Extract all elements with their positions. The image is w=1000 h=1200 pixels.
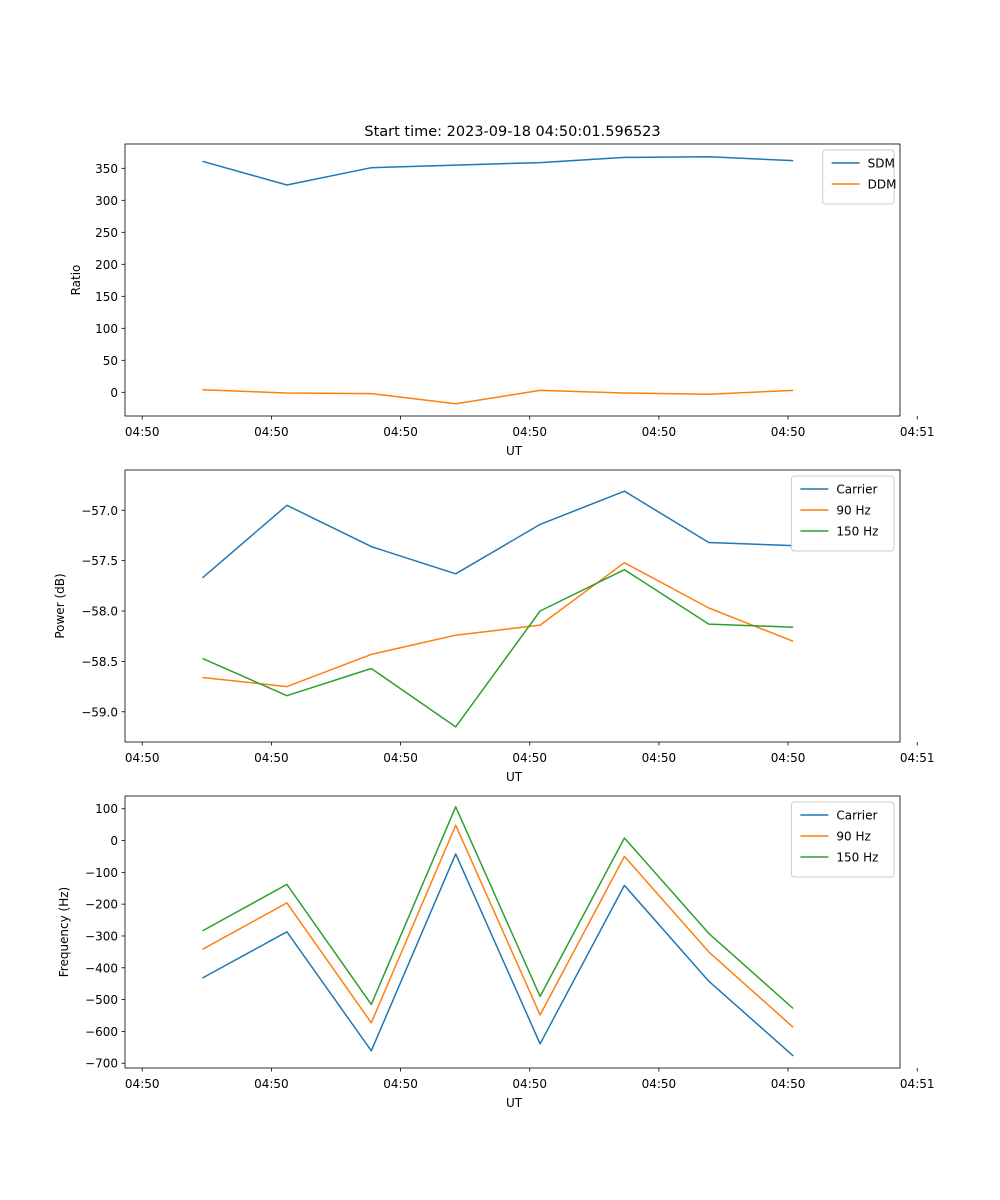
ratio-y-tick-label: 250 — [95, 226, 118, 240]
frequency-legend: Carrier 90 Hz 150 Hz — [790, 801, 895, 878]
ratio-x-tick-label: 04:50 — [642, 425, 677, 439]
power-x-tick-label: 04:51 — [900, 751, 935, 765]
power-series-carrier-line — [202, 490, 794, 579]
frequency-legend-box — [790, 801, 895, 878]
frequency-x-tick-label: 04:50 — [642, 1077, 677, 1091]
power-legend: Carrier 90 Hz 150 Hz — [790, 475, 895, 552]
power-y-tick-label: −59.0 — [81, 705, 118, 719]
ratio-legend-label: SDM — [868, 157, 895, 171]
frequency-series-carrier-line — [202, 853, 794, 1057]
frequency-legend-label: Carrier — [836, 809, 877, 823]
power-legend-box — [790, 475, 895, 552]
power-series-90-hz-line — [202, 561, 794, 688]
power-legend-label: 150 Hz — [836, 525, 878, 539]
ratio-y-tick-label: 200 — [95, 258, 118, 272]
power-y-axis-label: Power (dB) — [53, 573, 67, 638]
frequency-y-tick-label: 0 — [110, 834, 118, 848]
ratio-x-tick-label: 04:50 — [383, 425, 418, 439]
power-y-tick-label: −57.0 — [81, 504, 118, 518]
power-x-tick-label: 04:50 — [771, 751, 806, 765]
frequency-y-tick-label: −300 — [85, 929, 118, 943]
ratio-x-tick-label: 04:50 — [125, 425, 160, 439]
ratio-series-ddm-line — [202, 389, 794, 405]
ratio-x-tick-label: 04:51 — [900, 425, 935, 439]
ratio-y-tick-label: 300 — [95, 194, 118, 208]
power-x-tick-label: 04:50 — [254, 751, 289, 765]
ratio-panel: 04:50 04:50 04:50 04:50 04:50 04:50 04:51 0 50 10… — [69, 143, 935, 458]
frequency-legend-label: 90 Hz — [836, 830, 870, 844]
power-x-tick-label: 04:50 — [125, 751, 160, 765]
ratio-x-axis-label: UT — [506, 444, 523, 458]
ratio-y-axis-label: Ratio — [69, 265, 83, 296]
frequency-x-axis-label: UT — [506, 1096, 523, 1110]
ratio-series-sdm-line — [202, 156, 794, 186]
frequency-x-tick-label: 04:50 — [254, 1077, 289, 1091]
ratio-legend: SDM DDM — [822, 149, 897, 205]
ratio-y-tick-label: 350 — [95, 162, 118, 176]
ratio-x-tick-label: 04:50 — [771, 425, 806, 439]
power-series-150-hz-line — [202, 568, 794, 728]
ratio-x-tick-label: 04:50 — [512, 425, 547, 439]
power-axes-frame — [124, 469, 901, 743]
ratio-y-tick-label: 0 — [110, 386, 118, 400]
frequency-x-tick-label: 04:50 — [771, 1077, 806, 1091]
power-x-tick-label: 04:50 — [383, 751, 418, 765]
frequency-y-tick-label: 100 — [95, 802, 118, 816]
frequency-y-tick-label: −400 — [85, 961, 118, 975]
frequency-x-tick-label: 04:50 — [125, 1077, 160, 1091]
frequency-y-axis-label: Frequency (Hz) — [57, 887, 71, 978]
frequency-series-150-hz-line — [202, 806, 794, 1010]
frequency-series-90-hz-line — [202, 824, 794, 1028]
frequency-legend-label: 150 Hz — [836, 851, 878, 865]
power-x-tick-label: 04:50 — [642, 751, 677, 765]
frequency-y-tick-label: −200 — [85, 898, 118, 912]
power-panel: 04:50 04:50 04:50 04:50 04:50 04:50 04:51 −59.0… — [53, 469, 935, 784]
frequency-axes-frame — [124, 795, 901, 1069]
power-y-tick-label: −58.0 — [81, 605, 118, 619]
frequency-x-tick-label: 04:50 — [512, 1077, 547, 1091]
frequency-y-tick-label: −100 — [85, 866, 118, 880]
ratio-x-tick-label: 04:50 — [254, 425, 289, 439]
ratio-y-tick-label: 150 — [95, 290, 118, 304]
power-legend-label: 90 Hz — [836, 504, 870, 518]
power-x-tick-label: 04:50 — [512, 751, 547, 765]
frequency-x-tick-label: 04:50 — [383, 1077, 418, 1091]
ratio-y-tick-label: 50 — [103, 354, 118, 368]
frequency-y-tick-label: −700 — [85, 1057, 118, 1071]
power-y-tick-label: −57.5 — [81, 554, 118, 568]
frequency-y-tick-label: −600 — [85, 1025, 118, 1039]
power-y-tick-label: −58.5 — [81, 655, 118, 669]
power-x-axis-label: UT — [506, 770, 523, 784]
ratio-y-tick-label: 100 — [95, 322, 118, 336]
frequency-y-tick-label: −500 — [85, 993, 118, 1007]
figure-title: Start time: 2023-09-18 04:50:01.596523 — [364, 124, 660, 140]
ratio-axes-frame — [124, 143, 901, 417]
power-legend-label: Carrier — [836, 483, 877, 497]
frequency-x-tick-label: 04:51 — [900, 1077, 935, 1091]
frequency-panel: 04:50 04:50 04:50 04:50 04:50 04:50 04:51 −700 −… — [57, 795, 935, 1110]
ratio-legend-label: DDM — [868, 178, 897, 192]
